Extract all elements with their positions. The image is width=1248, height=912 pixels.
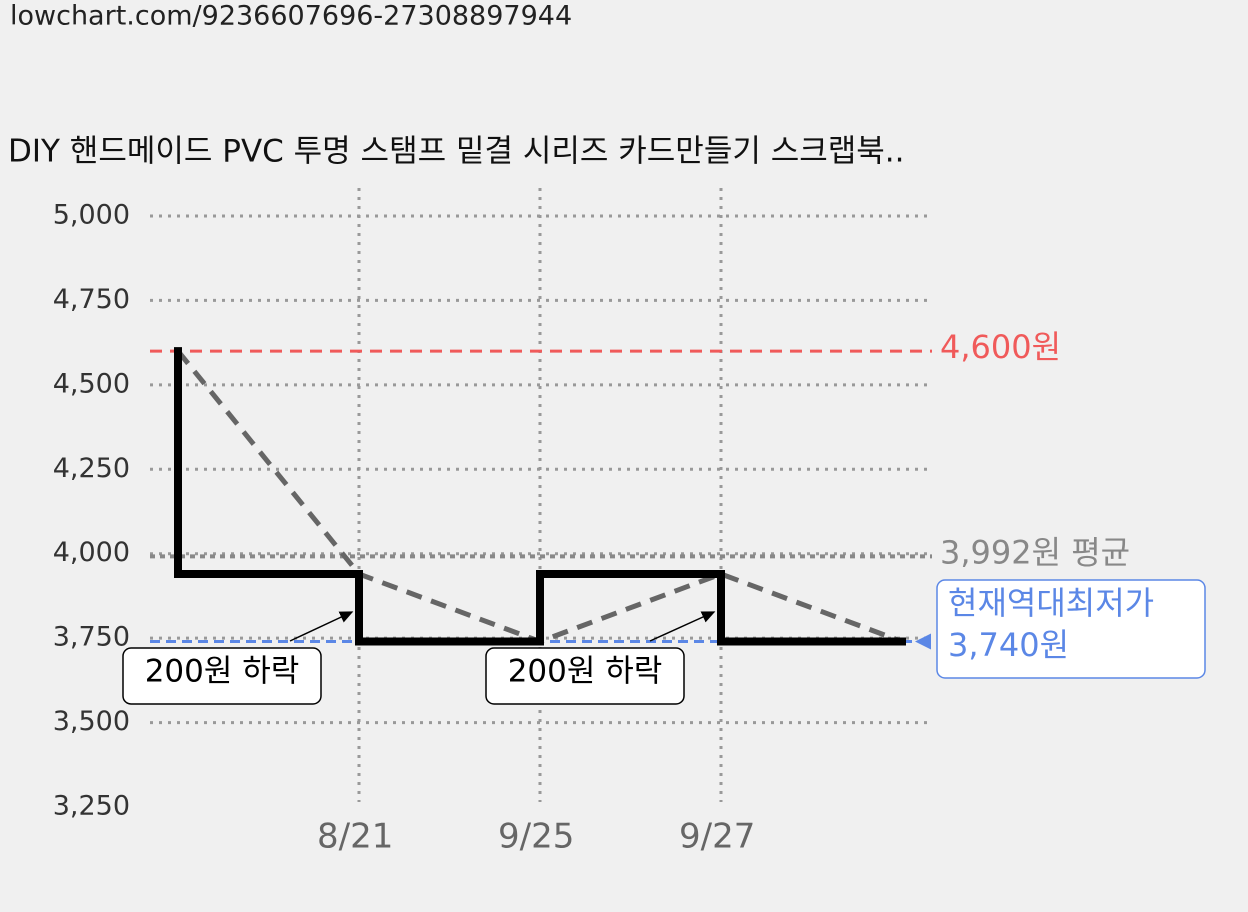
reference-arrow bbox=[915, 633, 931, 650]
annotation-arrow bbox=[289, 611, 354, 642]
reference-label: 3,992원 평균 bbox=[940, 533, 1130, 571]
reference-label: 현재역대최저가 bbox=[948, 584, 1154, 622]
annotation-box bbox=[122, 647, 322, 705]
y-tick-label: 3,500 bbox=[53, 706, 130, 737]
y-tick-label: 4,250 bbox=[53, 453, 130, 484]
annotation: 200원 하락 bbox=[508, 654, 663, 690]
x-tick-label: 9/25 bbox=[498, 817, 574, 857]
annotation: 200원 하락 bbox=[145, 654, 300, 690]
reference-box bbox=[936, 579, 1206, 679]
y-tick-label: 4,000 bbox=[53, 537, 130, 568]
url: lowchart.com/9236607696-27308897944 bbox=[10, 1, 572, 32]
x-tick-label: 8/21 bbox=[317, 817, 393, 857]
y-tick-label: 3,250 bbox=[53, 791, 130, 822]
annotation-arrow bbox=[649, 611, 716, 642]
x-tick-label: 9/27 bbox=[679, 817, 755, 857]
y-tick-label: 4,750 bbox=[53, 284, 130, 315]
y-tick-label: 5,000 bbox=[53, 200, 130, 231]
reference-label: 4,600원 bbox=[940, 328, 1061, 366]
reference-label: 3,740원 bbox=[948, 626, 1069, 664]
y-tick-label: 3,750 bbox=[53, 622, 130, 653]
annotation-box bbox=[485, 647, 685, 705]
y-tick-label: 4,500 bbox=[53, 368, 130, 399]
chart-title: DIY 핸드메이드 PVC 투명 스탬프 밑결 시리즈 카드만들기 스크랩북.. bbox=[8, 134, 905, 170]
